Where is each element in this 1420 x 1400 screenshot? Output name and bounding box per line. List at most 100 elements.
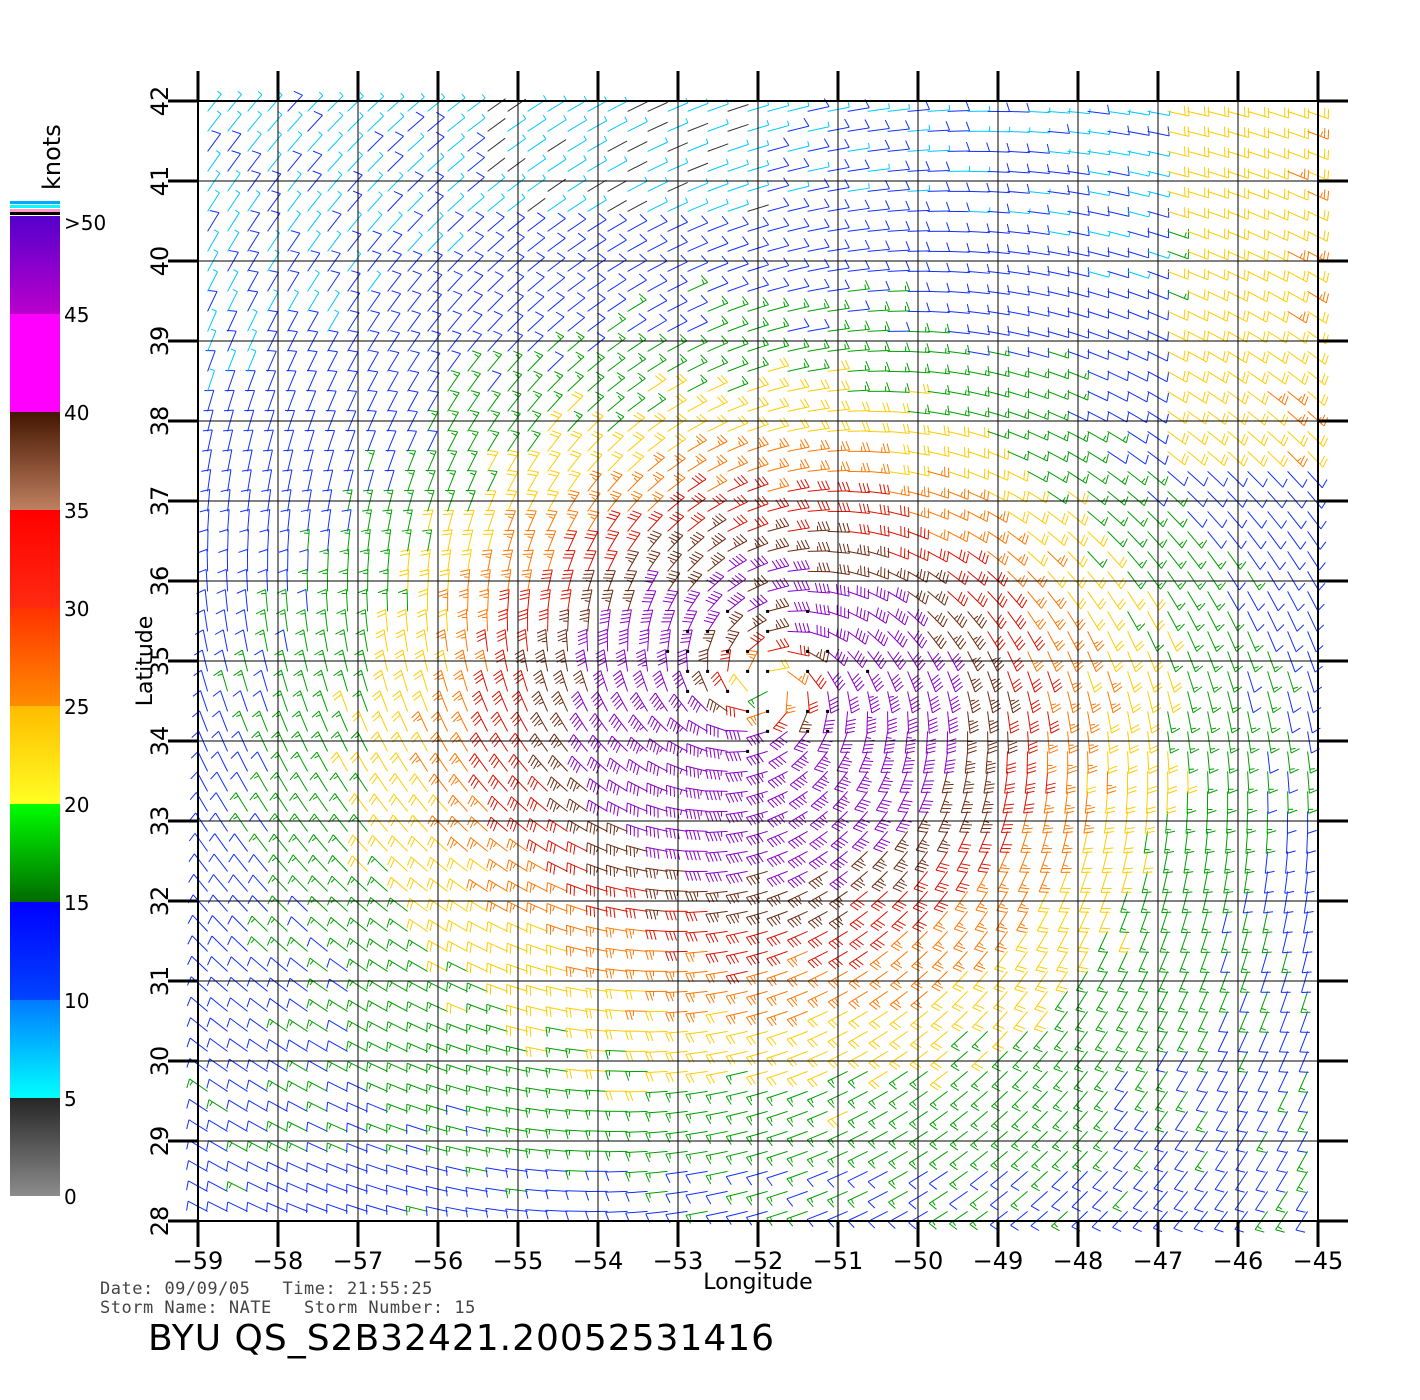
wind-barb [239,528,249,552]
wind-barb [386,1123,408,1134]
wind-barb [847,1090,868,1109]
wind-barb [1207,771,1218,794]
wind-barb [442,509,454,532]
wind-barb [867,119,890,132]
wind-barb [427,211,444,232]
wind-barb [426,856,448,872]
wind-barb [969,1190,988,1211]
wind-barb [328,813,348,832]
wind-barb [1007,530,1029,545]
wind-barb [766,1090,788,1107]
wind-barb [847,300,870,312]
wind-barb [665,1170,688,1184]
wind-barb [1107,651,1124,673]
wind-barb [1287,651,1303,673]
wind-barb [727,611,744,632]
wind-barb [327,171,343,192]
wind-barb [645,909,668,920]
wind-barb [665,990,688,1002]
wind-barb [766,890,788,907]
wind-barb [904,731,916,754]
wind-barb [210,751,229,772]
wind-barb [547,194,567,212]
wind-barb [1027,691,1042,714]
wind-barb [707,143,729,152]
wind-barb [1267,127,1289,139]
wind-barb [287,111,303,132]
wind-barb [727,256,749,272]
wind-barb [807,603,830,616]
wind-barb [1207,491,1228,508]
wind-barb [927,671,944,693]
wind-barb [1147,190,1171,198]
wind-barb [1173,1211,1188,1233]
wind-barb [1247,551,1267,570]
wind-barb [787,181,810,192]
wind-barb [901,751,915,774]
wind-barb [413,669,429,692]
wind-barb [887,403,911,414]
wind-barb [190,751,209,772]
wind-barb [887,464,910,476]
x-tick-label: −48 [1053,1247,1104,1275]
wind-barb [405,1205,428,1216]
wind-barb [1027,204,1050,215]
wind-barb [1207,731,1220,754]
wind-barb [604,549,618,572]
wind-barb [895,811,912,833]
wind-barb [308,813,328,832]
x-tick-label: −49 [973,1247,1024,1275]
wind-barb [1087,711,1100,734]
wind-barb [1154,1111,1169,1133]
wind-barb [687,695,708,713]
wind-barb [346,1122,368,1133]
wind-barb [867,341,891,352]
wind-barb [949,1111,968,1131]
wind-barb [406,1124,428,1135]
wind-barb [446,1064,468,1074]
wind-barb [1296,1131,1309,1153]
wind-barb [360,529,371,552]
wind-barb [808,890,828,910]
wind-barb [283,449,294,472]
wind-barb [467,795,488,812]
wind-barb [1007,450,1030,461]
wind-barb [632,670,649,692]
wind-barb [647,293,668,312]
wind-barb [1167,329,1190,342]
wind-barb [1175,1071,1189,1093]
y-tick-label: 40 [146,246,174,277]
wind-barb [1287,209,1310,221]
wind-barb [565,1149,588,1160]
wind-barb [227,894,248,912]
wind-barb [467,132,486,152]
wind-barb [202,449,212,472]
wind-barb [227,90,242,112]
wind-barb [887,383,911,393]
wind-barb [587,155,608,172]
wind-barb [1007,409,1030,420]
wind-barb [587,272,606,292]
wind-barb [727,335,749,352]
wind-barb [467,370,481,392]
wind-barb [1067,430,1090,443]
wind-barb [625,1010,648,1021]
wind-barb [527,311,544,332]
wind-barb [934,871,949,893]
wind-barb [1147,450,1169,465]
wind-barb [487,469,498,492]
wind-barb [226,956,248,972]
wind-barb [307,250,321,272]
wind-barb [725,705,748,718]
wind-barb [1127,309,1150,320]
wind-barb [987,611,1007,630]
wind-barb [727,514,748,532]
wind-barb [685,1030,708,1043]
wind-barb [766,910,788,927]
wind-barb [967,142,991,153]
wind-barb [807,671,827,690]
wind-barb [685,1070,708,1084]
wind-barb [463,509,475,532]
wind-barb [768,750,788,770]
wind-barb [1127,248,1150,259]
